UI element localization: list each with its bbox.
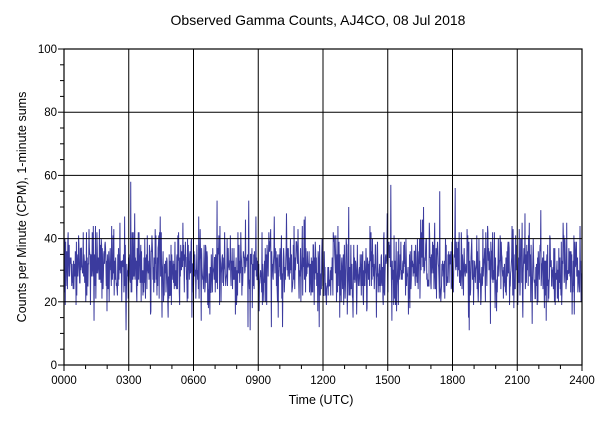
x-tick-label: 2100 — [504, 375, 530, 387]
gridlines — [64, 49, 582, 365]
x-tick-label: 1500 — [375, 375, 401, 387]
y-tick-label: 0 — [51, 360, 57, 372]
chart-body: 0 20 40 60 80 100 0000 0300 0600 0900 1200 1500 1800… — [38, 44, 595, 387]
y-tick-label: 100 — [38, 44, 57, 56]
tick-labels: 0 20 40 60 80 100 0000 0300 0600 0900 1200 1500 1800… — [38, 44, 595, 387]
x-tick-label: 2400 — [569, 375, 595, 387]
x-tick-label: 0600 — [181, 375, 207, 387]
tick-marks — [58, 48, 583, 371]
y-tick-label: 20 — [44, 297, 57, 309]
y-tick-label: 40 — [44, 234, 57, 246]
y-tick-label: 60 — [44, 170, 57, 182]
x-tick-label: 0000 — [51, 375, 77, 387]
x-tick-label: 1800 — [440, 375, 466, 387]
x-tick-label: 0900 — [245, 375, 271, 387]
y-axis-label: Counts per Minute (CPM), 1-minute sums — [15, 92, 29, 323]
chart-title: Observed Gamma Counts, AJ4CO, 08 Jul 201… — [171, 12, 466, 28]
x-tick-label: 1200 — [310, 375, 336, 387]
x-axis-label: Time (UTC) — [289, 393, 354, 407]
x-tick-label: 0300 — [116, 375, 142, 387]
y-tick-label: 80 — [44, 107, 57, 119]
